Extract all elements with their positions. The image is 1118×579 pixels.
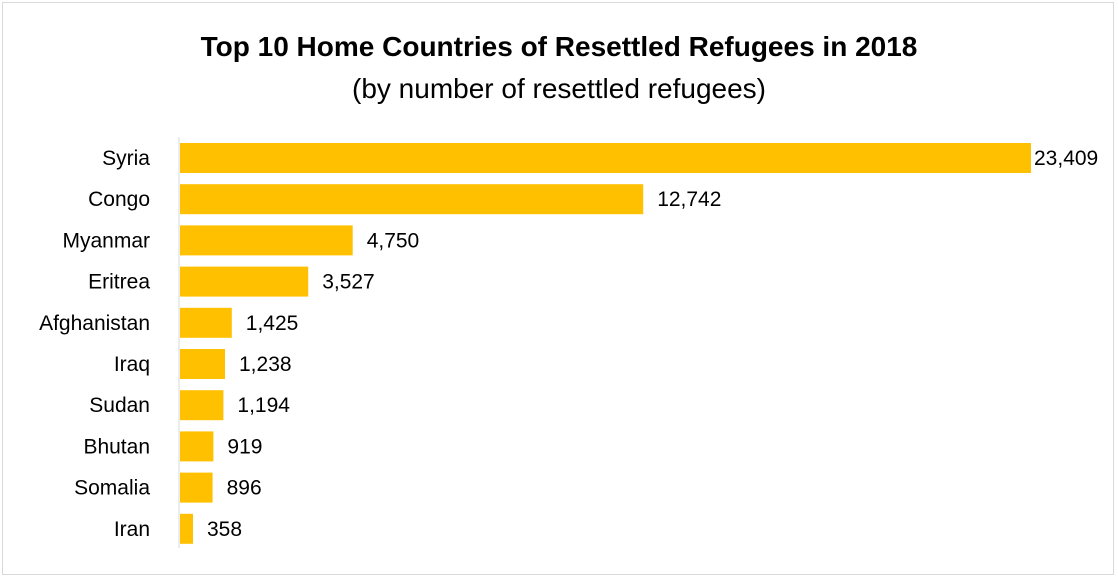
value-label-afghanistan: 1,425 bbox=[246, 312, 299, 335]
category-label-afghanistan: Afghanistan bbox=[39, 312, 150, 335]
chart-title: Top 10 Home Countries of Resettled Refug… bbox=[200, 31, 918, 62]
value-label-sudan: 1,194 bbox=[237, 394, 290, 417]
category-label-iraq: Iraq bbox=[114, 353, 150, 376]
category-label-congo: Congo bbox=[88, 188, 150, 211]
bars-group bbox=[180, 143, 1031, 544]
bar-sudan bbox=[180, 390, 224, 421]
bar-iran bbox=[180, 513, 193, 544]
category-label-eritrea: Eritrea bbox=[88, 271, 150, 294]
bar-syria bbox=[180, 143, 1031, 173]
bar-bhutan bbox=[180, 431, 214, 462]
category-label-bhutan: Bhutan bbox=[83, 435, 150, 458]
bar-eritrea bbox=[180, 266, 309, 297]
category-label-somalia: Somalia bbox=[74, 477, 150, 500]
category-label-myanmar: Myanmar bbox=[62, 229, 150, 252]
bar-somalia bbox=[180, 472, 213, 503]
value-label-syria: 23,409 bbox=[1034, 147, 1098, 170]
category-labels-group: Syria Congo Myanmar Eritrea Afghanistan Iraq S… bbox=[39, 147, 150, 541]
category-label-syria: Syria bbox=[102, 147, 150, 170]
value-label-congo: 12,742 bbox=[657, 188, 721, 211]
chart-subtitle: (by number of resettled refugees) bbox=[352, 73, 766, 104]
value-labels-group: 23,409 12,742 4,750 3,527 1,425 1,238 1,194 919… bbox=[207, 147, 1098, 541]
category-label-iran: Iran bbox=[114, 518, 150, 541]
value-label-iraq: 1,238 bbox=[239, 353, 292, 376]
bar-congo bbox=[180, 184, 644, 215]
value-label-myanmar: 4,750 bbox=[367, 229, 420, 252]
value-label-iran: 358 bbox=[207, 518, 242, 541]
value-label-eritrea: 3,527 bbox=[322, 271, 375, 294]
value-label-bhutan: 919 bbox=[227, 435, 262, 458]
value-label-somalia: 896 bbox=[227, 477, 262, 500]
bar-myanmar bbox=[180, 225, 353, 256]
category-label-sudan: Sudan bbox=[89, 394, 150, 417]
bar-afghanistan bbox=[180, 307, 232, 338]
bar-iraq bbox=[180, 349, 225, 379]
